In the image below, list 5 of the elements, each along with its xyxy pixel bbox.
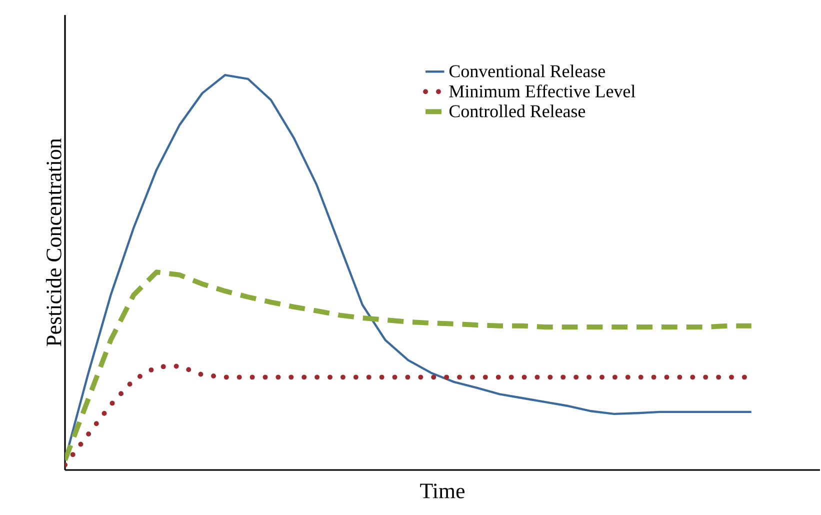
legend-label: Controlled Release bbox=[449, 104, 586, 118]
x-axis-title: Time bbox=[420, 484, 464, 498]
legend-label: Conventional Release bbox=[449, 64, 605, 78]
legend-label: Minimum Effective Level bbox=[449, 84, 636, 98]
y-axis-title: Pesticide Concentration bbox=[46, 138, 62, 346]
